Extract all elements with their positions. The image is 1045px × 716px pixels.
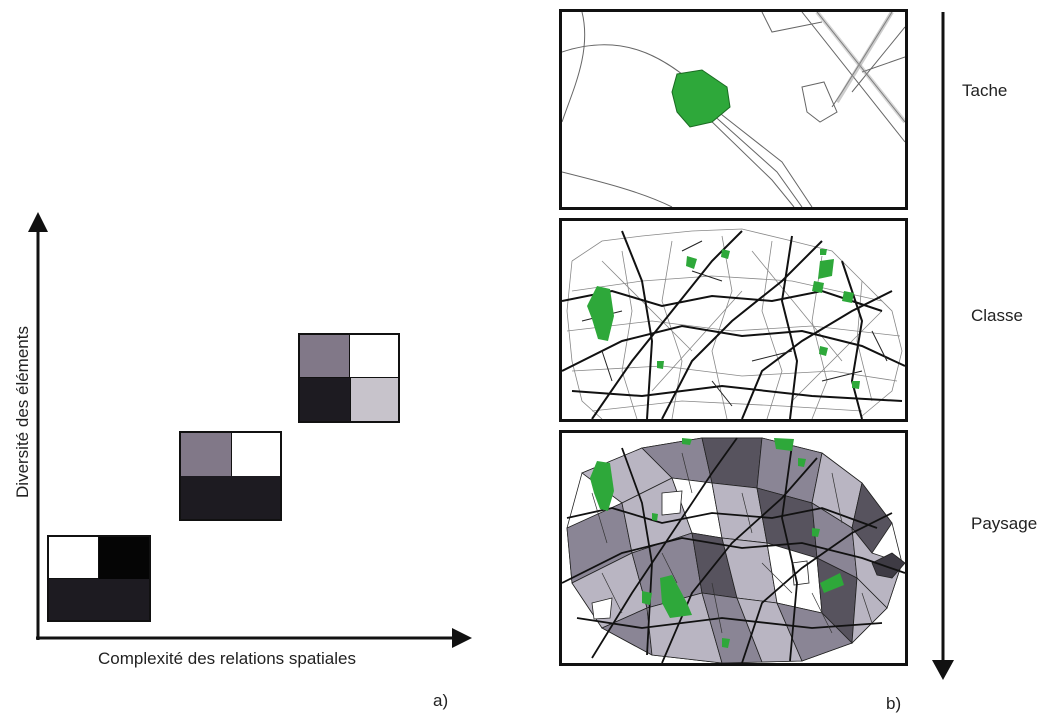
level-label-classe: Classe xyxy=(971,306,1023,325)
y-axis-label: Diversité des éléments xyxy=(13,326,32,498)
level-label-paysage: Paysage xyxy=(971,514,1038,533)
diversity-block-low xyxy=(47,535,151,622)
map-classe-drawing xyxy=(562,228,905,419)
x-axis-arrow-icon xyxy=(452,628,472,648)
y-axis-arrow-icon xyxy=(28,212,48,232)
map-tache xyxy=(559,9,908,210)
map-paysage xyxy=(559,430,908,666)
axes xyxy=(28,212,472,648)
map-paysage-drawing xyxy=(562,437,905,663)
map-tache-drawing xyxy=(562,12,905,207)
down-arrow-icon xyxy=(932,660,954,680)
diversity-block-high xyxy=(298,333,400,423)
scale-arrow xyxy=(932,12,954,680)
map-classe xyxy=(559,218,908,422)
level-label-tache: Tache xyxy=(962,81,1008,100)
panel-label-b: b) xyxy=(886,694,902,713)
green-patch-large xyxy=(590,461,614,511)
panel-label-a: a) xyxy=(433,691,449,710)
x-axis-label: Complexité des relations spatiales xyxy=(98,649,356,668)
diversity-block-medium xyxy=(179,431,282,521)
green-patch xyxy=(671,69,731,128)
green-patch-large xyxy=(587,286,614,341)
